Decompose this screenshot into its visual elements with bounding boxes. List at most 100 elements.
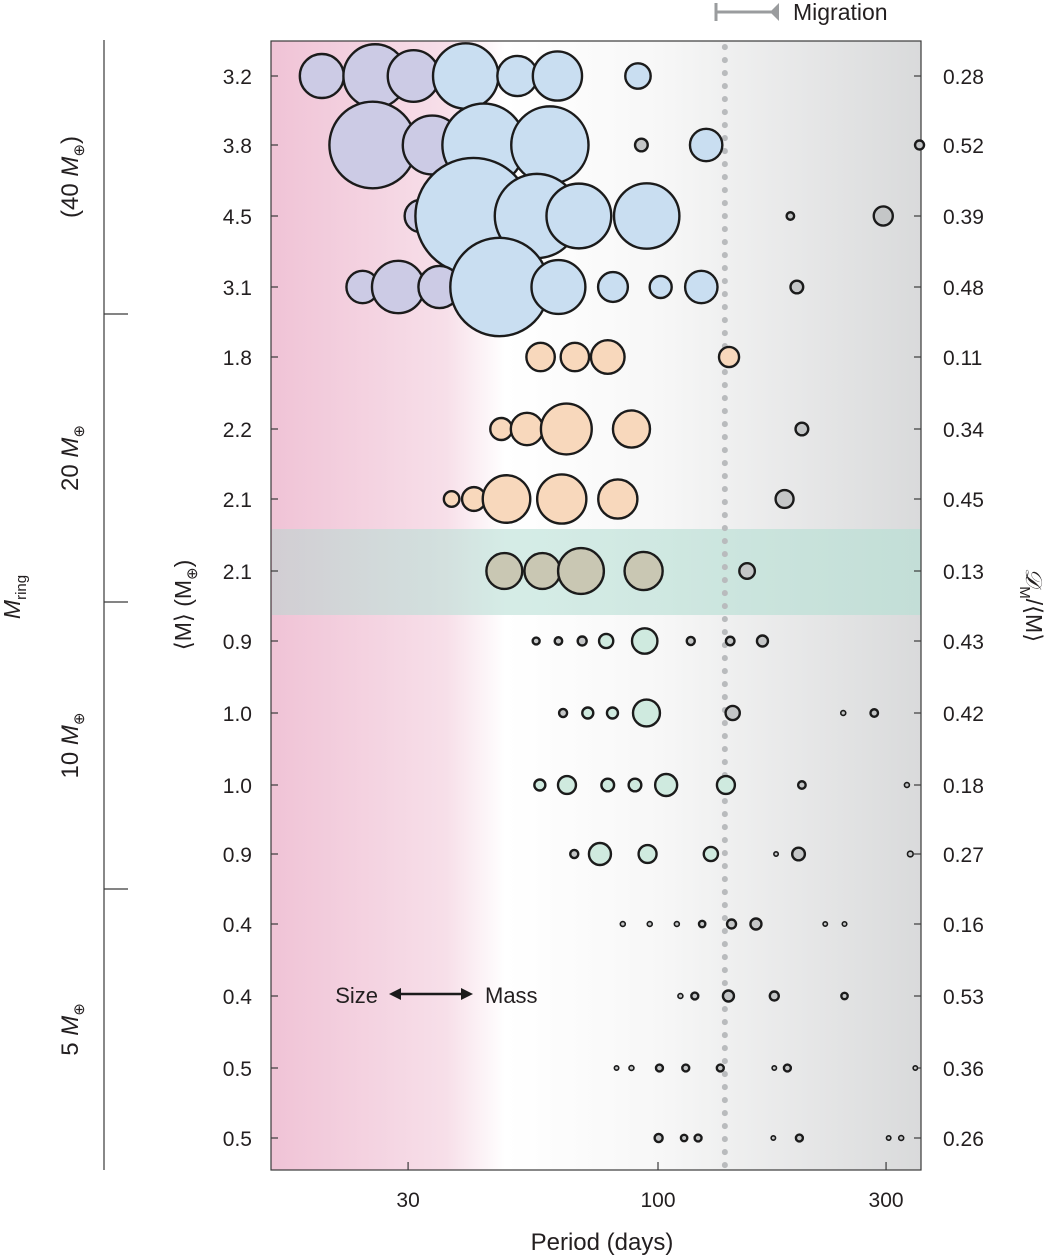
planet-marker: [693, 1133, 703, 1143]
mean-mass-label: 4.5: [223, 206, 252, 229]
planet-marker: [623, 550, 664, 592]
mean-mass-label: 0.9: [223, 631, 252, 654]
mean-mass-label: 1.0: [223, 703, 252, 726]
planet-marker: [597, 632, 615, 650]
mean-mass-label: 0.5: [223, 1058, 252, 1081]
planet-marker: [553, 636, 564, 646]
planet-marker: [530, 258, 587, 316]
planet-marker: [624, 62, 652, 90]
planet-marker: [646, 920, 654, 928]
planet-marker: [485, 551, 524, 591]
planet-marker: [556, 774, 578, 796]
planet-marker: [677, 992, 684, 1000]
planet-marker: [545, 182, 613, 250]
planet-marker: [796, 780, 807, 790]
planet-marker: [903, 781, 911, 789]
mean-mass-label: 3.8: [223, 135, 252, 158]
left-axis-label: ⟨M⟩ (M⊕): [170, 560, 201, 651]
dispersion-label: 0.16: [943, 914, 984, 937]
dispersion-label: 0.11: [943, 347, 982, 370]
migration-legend: Migration: [714, 0, 888, 25]
x-tick-label: 30: [396, 1189, 419, 1212]
ring-mass-group-label: 5 M⊕: [57, 1003, 88, 1056]
ring-mass-axis: (40 M⊕) 20 M⊕ 10 M⊕ 5 M⊕: [57, 40, 128, 1170]
planet-marker: [872, 205, 894, 227]
dispersion-label: 0.42: [943, 703, 984, 726]
planet-marker: [794, 1133, 805, 1143]
planet-marker: [782, 1063, 793, 1073]
dispersion-labels: 0.28 0.52 0.39 0.48 0.11 0.34 0.45 0.13 0.43 0.42…: [943, 66, 984, 1151]
planet-marker: [627, 777, 643, 793]
ring-mass-group-label: 10 M⊕: [57, 713, 88, 779]
planet-marker: [386, 49, 441, 103]
planet-marker: [298, 52, 346, 100]
planet-marker: [715, 1063, 725, 1073]
planet-marker: [569, 848, 580, 860]
planet-marker: [589, 338, 626, 376]
dispersion-label: 0.26: [943, 1128, 984, 1151]
planet-marker: [605, 706, 620, 720]
planet-marker: [679, 1133, 689, 1143]
planet-marker: [628, 1064, 635, 1072]
planet-marker: [790, 846, 807, 862]
planet-marker: [509, 411, 545, 447]
planet-marker: [531, 50, 584, 102]
planet-marker: [523, 551, 562, 591]
ring-mass-group-label: (40 M⊕): [57, 136, 88, 218]
dispersion-label: 0.28: [943, 66, 984, 89]
planet-marker: [576, 635, 588, 647]
planet-marker: [685, 635, 696, 647]
planet-marker: [587, 841, 613, 867]
planet-marker: [715, 774, 737, 796]
planet-marker: [581, 706, 595, 720]
planet-marker: [596, 270, 630, 304]
mean-mass-label: 0.4: [223, 986, 253, 1009]
planet-marker: [774, 488, 795, 510]
mean-mass-label: 3.1: [223, 277, 252, 300]
planet-marker: [839, 709, 847, 717]
dispersion-label: 0.18: [943, 775, 984, 798]
ring-mass-group-label: 20 M⊕: [57, 425, 88, 491]
mean-mass-label: 2.2: [223, 419, 252, 442]
planet-marker: [840, 991, 849, 1001]
x-tick-label: 100: [640, 1189, 675, 1212]
plot-frame: [270, 40, 922, 1171]
planet-marker: [557, 707, 569, 719]
size-label: Size: [335, 983, 378, 1008]
dispersion-label: 0.43: [943, 631, 984, 654]
dispersion-label: 0.48: [943, 277, 984, 300]
planet-marker: [822, 920, 829, 927]
planet-marker: [653, 1132, 664, 1144]
planet-marker: [885, 1135, 892, 1142]
dispersion-label: 0.45: [943, 489, 984, 512]
planet-marker: [690, 991, 700, 1001]
dispersion-label: 0.27: [943, 844, 984, 867]
planet-marker: [913, 139, 926, 151]
planet-marker: [683, 269, 719, 305]
mean-mass-label: 2.1: [223, 561, 252, 584]
mean-mass-labels: 3.2 3.8 4.5 3.1 1.8 2.2 2.1 2.1 0.9 1.0 1.0 0.9 0.4 0…: [223, 66, 253, 1151]
planet-marker: [681, 1063, 691, 1073]
planet-marker: [724, 704, 741, 722]
mean-mass-label: 0.9: [223, 844, 252, 867]
planet-marker: [897, 1134, 905, 1142]
planet-marker: [869, 708, 880, 718]
planet-marker: [906, 850, 914, 858]
planet-marker: [697, 919, 707, 929]
right-axis-label: 𝒟M/⟨M⟩: [1016, 568, 1047, 642]
planet-marker: [559, 341, 591, 373]
dispersion-label: 0.53: [943, 986, 984, 1009]
planet-marker: [612, 182, 681, 250]
planet-marker: [525, 341, 556, 373]
planet-marker: [539, 402, 593, 456]
dispersion-label: 0.34: [943, 419, 984, 442]
planet-marker: [611, 409, 652, 449]
planet-markers: [298, 42, 926, 1144]
planet-marker: [619, 920, 627, 928]
planet-marker: [724, 635, 736, 647]
planet-marker: [725, 918, 738, 930]
planet-marker: [785, 211, 796, 221]
planet-marker: [702, 845, 720, 863]
planet-marker: [600, 777, 616, 793]
mean-mass-label: 3.2: [223, 66, 252, 89]
